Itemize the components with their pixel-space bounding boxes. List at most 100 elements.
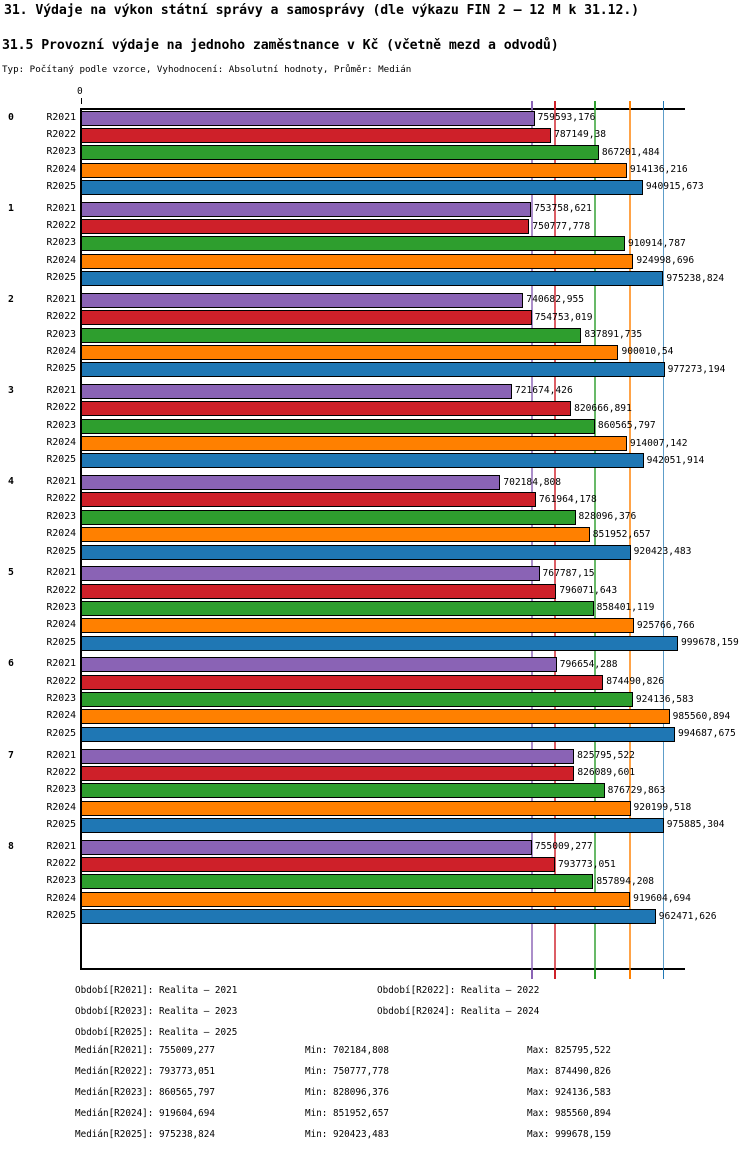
bar-r2023-group-1[interactable] [81, 236, 625, 252]
bar-row[interactable]: R2022 750777,778 [0, 218, 750, 235]
bar-r2025-group-6[interactable] [81, 726, 676, 742]
bar-r2023-group-5[interactable] [81, 600, 594, 616]
bar-r2022-group-3[interactable] [81, 401, 572, 417]
bar-row[interactable]: R2024 914136,216 [0, 162, 750, 179]
bar-r2024-group-7[interactable] [81, 800, 631, 816]
bar-row[interactable]: R2025 975885,304 [0, 817, 750, 834]
bar-r2024-group-8[interactable] [81, 891, 631, 907]
bar-row[interactable]: R2024 900010,54 [0, 344, 750, 361]
bar-r2025-group-8[interactable] [81, 909, 656, 925]
bar-r2022-group-1[interactable] [81, 219, 530, 234]
bar-row[interactable]: R2021 759593,176 [0, 110, 750, 127]
bar-r2021-group-1[interactable] [81, 201, 532, 217]
bar-row[interactable]: R2022 793773,051 [0, 856, 750, 873]
bar-r2022-group-8[interactable] [81, 857, 556, 873]
bar-row[interactable]: R2023 860565,797 [0, 418, 750, 435]
bar-row[interactable]: R2021 755009,277 [0, 839, 750, 856]
bar-row[interactable]: R2023 867201,484 [0, 144, 750, 161]
bar-row[interactable]: R2025 977273,194 [0, 361, 750, 378]
bar-r2021-group-0[interactable] [81, 110, 535, 126]
bar-row[interactable]: R2021 767787,15 [0, 565, 750, 582]
bar-r2024-group-2[interactable] [81, 344, 619, 360]
bar-r2025-group-4[interactable] [81, 544, 631, 560]
bar-r2022-group-6[interactable] [81, 674, 604, 690]
bar-row[interactable]: R2023 924136,583 [0, 691, 750, 708]
bar-r2023-group-7[interactable] [81, 783, 605, 799]
bar-row[interactable]: R2023 857894,208 [0, 873, 750, 890]
bar-row[interactable]: R2025 999678,159 [0, 635, 750, 652]
bar-r2024-group-0[interactable] [81, 162, 627, 178]
bar-r2021-group-2[interactable] [81, 292, 524, 308]
bar-row[interactable]: R2025 942051,914 [0, 452, 750, 469]
bar-row[interactable]: R2022 874490,826 [0, 674, 750, 691]
bar-row[interactable]: R2022 754753,019 [0, 309, 750, 326]
bar-r2021-group-7[interactable] [81, 748, 575, 764]
bar-r2024-group-6[interactable] [81, 709, 670, 725]
bar-row[interactable]: R2023 828096,376 [0, 509, 750, 526]
bar-r2025-group-1[interactable] [81, 271, 664, 287]
bar-row[interactable]: R2021 740682,955 [0, 292, 750, 309]
bar-row-label-r2024: R2024 [46, 437, 77, 448]
bar-row[interactable]: R2025 994687,675 [0, 726, 750, 743]
bar-row[interactable]: R2021 702184,808 [0, 474, 750, 491]
bar-row-label-r2022: R2022 [46, 584, 77, 596]
bar-r2025-group-7[interactable] [81, 817, 664, 833]
bar-row[interactable]: R2023 858401,119 [0, 600, 750, 617]
bar-r2021-group-8[interactable] [81, 839, 532, 855]
bar-value-label: 867201,484 [601, 146, 660, 158]
bar-r2025-group-3[interactable] [81, 453, 644, 469]
bar-row[interactable]: R2022 761964,178 [0, 491, 750, 508]
bar-row[interactable]: R2025 920423,483 [0, 544, 750, 561]
bar-row[interactable]: R2023 876729,863 [0, 782, 750, 799]
bar-row[interactable]: R2021 825795,522 [0, 748, 750, 765]
bar-value-label: 876729,863 [607, 784, 666, 796]
bar-row[interactable]: R2021 721674,426 [0, 383, 750, 400]
bar-r2021-group-4[interactable] [81, 475, 501, 491]
bar-value-label: 975238,824 [666, 272, 725, 284]
bar-r2022-group-4[interactable] [81, 492, 537, 508]
bar-r2021-group-5[interactable] [81, 566, 540, 582]
bar-row[interactable]: R2022 826089,601 [0, 765, 750, 782]
bar-row[interactable]: R2024 985560,894 [0, 708, 750, 725]
bar-row[interactable]: R2021 753758,621 [0, 201, 750, 218]
bar-r2022-group-0[interactable] [81, 127, 552, 143]
bar-r2022-group-7[interactable] [81, 765, 575, 781]
bar-row[interactable]: R2024 925766,766 [0, 617, 750, 634]
bar-r2024-group-3[interactable] [81, 436, 627, 451]
bar-r2021-group-6[interactable] [81, 657, 557, 673]
bar-r2021-group-3[interactable] [81, 383, 512, 399]
bar-r2023-group-0[interactable] [81, 145, 599, 161]
bar-r2023-group-2[interactable] [81, 327, 582, 343]
bar-row[interactable]: R2023 837891,735 [0, 327, 750, 344]
bar-r2024-group-5[interactable] [81, 618, 634, 634]
bar-row[interactable]: R2025 975238,824 [0, 270, 750, 287]
bar-r2025-group-0[interactable] [81, 179, 643, 195]
median-line-r2024 [629, 108, 631, 970]
bar-row[interactable]: R2025 940915,673 [0, 179, 750, 196]
bar-value-label: 999678,159 [681, 637, 739, 649]
bar-r2024-group-4[interactable] [81, 527, 590, 543]
bar-row[interactable]: R2024 920199,518 [0, 800, 750, 817]
axis-tick-mark-0 [81, 98, 82, 104]
bar-row[interactable]: R2022 787149,38 [0, 127, 750, 144]
bar-r2024-group-1[interactable] [81, 253, 634, 269]
bar-r2022-group-2[interactable] [81, 310, 532, 326]
bar-row[interactable]: R2022 796071,643 [0, 583, 750, 600]
bar-row[interactable]: R2022 820666,891 [0, 400, 750, 417]
bar-row[interactable]: R2023 910914,787 [0, 235, 750, 252]
bar-row[interactable]: R2024 924998,696 [0, 253, 750, 270]
bar-row-label-r2022: R2022 [46, 402, 77, 414]
bar-row[interactable]: R2024 914007,142 [0, 435, 750, 452]
bar-row[interactable]: R2025 962471,626 [0, 908, 750, 925]
bar-row[interactable]: R2024 851952,657 [0, 526, 750, 543]
bar-r2023-group-4[interactable] [81, 509, 576, 525]
bar-row[interactable]: R2024 919604,694 [0, 891, 750, 908]
bar-r2025-group-5[interactable] [81, 635, 678, 651]
bar-r2023-group-8[interactable] [81, 874, 594, 890]
bar-r2022-group-5[interactable] [81, 583, 557, 599]
bar-row-label-r2021: R2021 [46, 384, 77, 396]
bar-row[interactable]: R2021 796654,288 [0, 656, 750, 673]
bar-r2025-group-2[interactable] [81, 362, 665, 378]
bar-r2023-group-6[interactable] [81, 692, 633, 708]
bar-r2023-group-3[interactable] [81, 418, 595, 434]
